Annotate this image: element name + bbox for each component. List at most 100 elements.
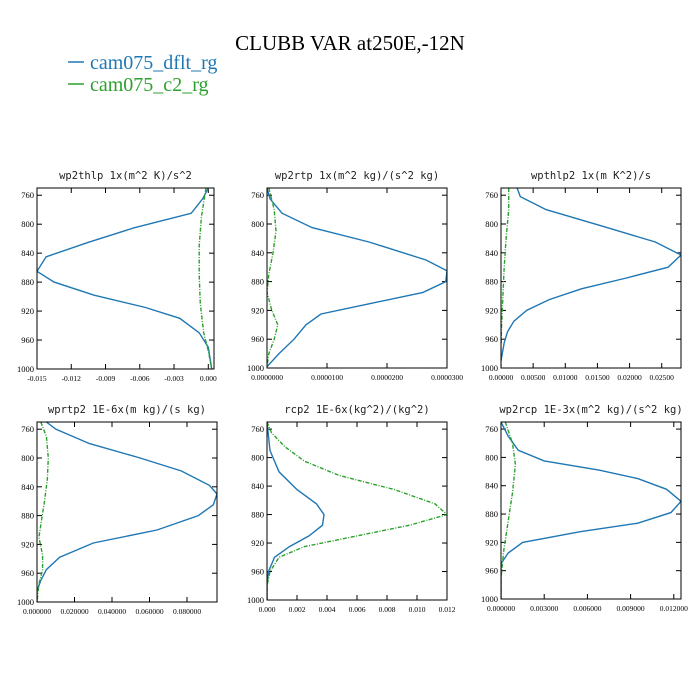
x-tick-label: -0.006 (130, 374, 150, 383)
x-tick-label: 0.000 (259, 605, 276, 614)
y-tick-label: 840 (485, 481, 498, 491)
panels: wp2thlp 1x(m^2 K)/s^2 760 800 840 880 920 960 1… (17, 170, 688, 616)
y-tick-label: 840 (21, 482, 34, 492)
x-tick-label: 0.0000000 (251, 373, 283, 382)
legend: cam075_dflt_rg cam075_c2_rg (68, 52, 217, 96)
y-tick-label: 920 (21, 539, 34, 549)
y-tick-label: 960 (21, 568, 34, 578)
y-tick-label: 920 (21, 306, 34, 316)
figure-title: CLUBB VAR at250E,-12N (235, 31, 465, 55)
y-tick-label: 760 (21, 424, 34, 434)
y-tick-label: 880 (251, 277, 264, 287)
plot-frame (36, 187, 215, 370)
series-line-dflt (501, 422, 681, 599)
x-tick-label: 0.003000 (530, 604, 558, 613)
panel-title: wpthlp2 1x(m K^2)/s (531, 170, 651, 182)
x-tick-label: 0.020000 (60, 607, 88, 616)
panel-6: wp2rcp 1E-3x(m^2 kg)/(s^2 kg)760 800 840 88… (481, 404, 688, 613)
panel-title: wp2rtp 1x(m^2 kg)/(s^2 kg) (275, 170, 439, 182)
legend-label-c2: cam075_c2_rg (90, 74, 209, 96)
x-tick-label: 0.02500 (650, 373, 675, 382)
y-tick-label: 760 (251, 424, 264, 434)
panel-1: wp2thlp 1x(m^2 K)/s^2 760 800 840 880 920 960 1… (17, 170, 217, 383)
y-tick-label: 1000 (481, 363, 498, 373)
panel-title: wp2thlp 1x(m^2 K)/s^2 (59, 170, 192, 182)
series-line-dflt (267, 422, 325, 600)
plot-frame (266, 421, 448, 601)
y-tick-label: 800 (251, 219, 264, 229)
x-tick-label: 0.009000 (617, 604, 645, 613)
panel-4: wprtp2 1E-6x(m kg)/(s kg) 760 800 840 880 920… (17, 404, 218, 616)
x-tick-label: 0.010 (409, 605, 426, 614)
series-line-c2 (501, 422, 517, 599)
y-tick-label: 960 (485, 566, 498, 576)
x-tick-label: -0.015 (27, 374, 47, 383)
y-tick-label: 960 (251, 334, 264, 344)
x-tick-label: -0.012 (62, 374, 82, 383)
x-tick-label: -0.009 (96, 374, 116, 383)
x-tick-label: 0.012000 (660, 604, 688, 613)
y-tick-label: 800 (485, 452, 498, 462)
x-tick-label: 0.080000 (173, 607, 201, 616)
series-line-dflt (267, 188, 447, 368)
x-tick-label: -0.003 (164, 374, 184, 383)
series-line-c2 (267, 422, 447, 600)
y-tick-label: 880 (251, 510, 264, 520)
y-tick-label: 800 (485, 219, 498, 229)
series-line-dflt (501, 188, 681, 361)
x-tick-label: 0.006000 (573, 604, 601, 613)
y-tick-label: 840 (21, 248, 34, 258)
x-tick-label: 0.01500 (585, 373, 610, 382)
y-tick-label: 760 (485, 424, 498, 434)
x-tick-label: 0.000000 (23, 607, 51, 616)
x-tick-label: 0.000000 (487, 604, 515, 613)
panel-3: wpthlp2 1x(m K^2)/s 760 800 840 880 920 960 100… (481, 170, 682, 382)
y-tick-label: 1000 (247, 595, 264, 605)
x-tick-label: 0.00500 (521, 373, 546, 382)
y-tick-label: 800 (21, 219, 34, 229)
legend-label-dflt: cam075_dflt_rg (90, 52, 217, 74)
y-tick-label: 760 (485, 190, 498, 200)
y-tick-label: 840 (251, 481, 264, 491)
x-tick-label: 0.060000 (135, 607, 163, 616)
x-tick-label: 0.004 (319, 605, 336, 614)
y-tick-label: 1000 (17, 364, 34, 374)
y-tick-label: 760 (251, 190, 264, 200)
y-tick-label: 760 (21, 190, 34, 200)
y-tick-label: 920 (251, 538, 264, 548)
plot-frame (266, 187, 448, 369)
y-tick-label: 1000 (247, 363, 264, 373)
series-line-c2 (198, 188, 213, 369)
panel-title: wp2rcp 1E-3x(m^2 kg)/(s^2 kg) (499, 404, 682, 416)
series-line-c2 (37, 422, 50, 602)
y-tick-label: 840 (251, 248, 264, 258)
x-tick-label: 0.012 (439, 605, 456, 614)
y-tick-label: 880 (21, 277, 34, 287)
x-tick-label: 0.000 (200, 374, 217, 383)
y-tick-label: 800 (21, 453, 34, 463)
x-tick-label: 0.02000 (617, 373, 642, 382)
y-tick-label: 1000 (17, 597, 34, 607)
x-tick-label: 0.00000 (489, 373, 514, 382)
y-tick-label: 1000 (481, 594, 498, 604)
x-tick-label: 0.0000200 (371, 373, 403, 382)
plot-frame (500, 187, 682, 369)
y-tick-label: 960 (485, 334, 498, 344)
series-line-dflt (37, 188, 213, 369)
y-tick-label: 840 (485, 248, 498, 258)
x-tick-label: 0.008 (379, 605, 396, 614)
panel-title: rcp2 1E-6x(kg^2)/(kg^2) (284, 404, 429, 416)
y-tick-label: 960 (251, 567, 264, 577)
panel-2: wp2rtp 1x(m^2 kg)/(s^2 kg) 760 800 840 880 92… (247, 170, 463, 382)
series-line-dflt (37, 422, 217, 602)
y-tick-label: 920 (251, 305, 264, 315)
plot-frame (500, 421, 682, 600)
x-tick-label: 0.01000 (553, 373, 578, 382)
series-line-c2 (267, 188, 279, 367)
panel-5: rcp2 1E-6x(kg^2)/(kg^2) 760 800 840 880 920 96… (247, 404, 456, 614)
x-tick-label: 0.006 (349, 605, 366, 614)
y-tick-label: 920 (485, 305, 498, 315)
x-tick-label: 0.0000100 (311, 373, 343, 382)
x-tick-label: 0.040000 (98, 607, 126, 616)
